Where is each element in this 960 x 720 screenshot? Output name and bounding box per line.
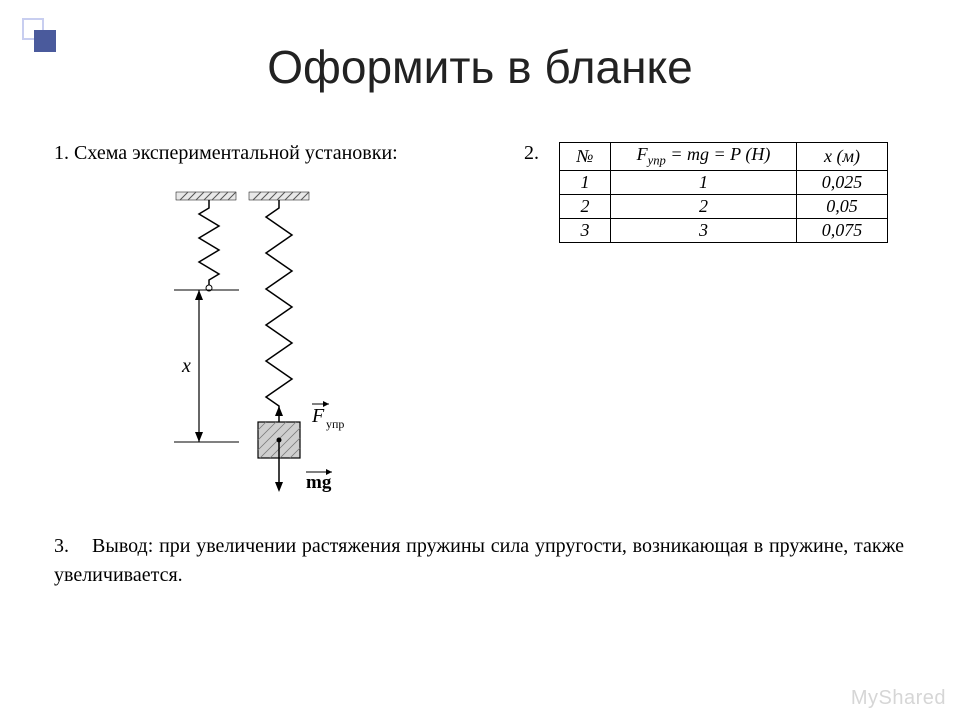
item-3-number: 3. <box>54 535 69 557</box>
item-3-label: Вывод: <box>92 535 153 557</box>
slide-body: 1. Схема экспериментальной установки: 2. <box>54 142 904 165</box>
table-cell: 1 <box>560 170 611 194</box>
label-F-sub: упр <box>326 417 344 431</box>
spring-short <box>199 200 219 288</box>
item-3: 3. Вывод: при увеличении растяжения пруж… <box>54 532 904 590</box>
table-row: 1 1 0,025 <box>560 170 888 194</box>
table-cell: 2 <box>611 194 797 218</box>
arrowhead-mg-icon <box>275 482 283 492</box>
arrowhead-up-icon <box>195 290 203 300</box>
label-F: F <box>311 405 325 427</box>
item-2-number: 2. <box>524 142 539 165</box>
table-cell: 3 <box>611 218 797 242</box>
table-header-row: № Fупр = mg = P (Н) x (м) <box>560 143 888 171</box>
spring-diagram: x F упр mg <box>154 182 414 522</box>
table-cell: 0,025 <box>797 170 888 194</box>
table-row: 2 2 0,05 <box>560 194 888 218</box>
spring-long <box>266 200 292 414</box>
data-table: № Fупр = mg = P (Н) x (м) 1 1 0,025 2 2 … <box>559 142 888 243</box>
table-header: Fупр = mg = P (Н) <box>611 143 797 171</box>
arrowhead-down-icon <box>195 432 203 442</box>
label-x: x <box>181 355 191 377</box>
item-1-text: Схема экспериментальной установки: <box>74 142 398 164</box>
label-mg: mg <box>306 472 332 493</box>
item-3-text: при увеличении растяжения пружины сила у… <box>54 535 904 586</box>
slide-title: Оформить в бланке <box>0 40 960 94</box>
table-cell: 2 <box>560 194 611 218</box>
watermark: MyShared <box>851 687 946 710</box>
ceiling-right <box>249 192 309 200</box>
table-cell: 0,075 <box>797 218 888 242</box>
ceiling-left <box>176 192 236 200</box>
arrowhead-f-icon <box>275 406 283 416</box>
table-cell: 3 <box>560 218 611 242</box>
item-1-number: 1. <box>54 142 69 164</box>
table-row: 3 3 0,075 <box>560 218 888 242</box>
table-header: x (м) <box>797 143 888 171</box>
table-cell: 0,05 <box>797 194 888 218</box>
slide: Оформить в бланке 1. Схема экспериментал… <box>0 0 960 720</box>
table-cell: 1 <box>611 170 797 194</box>
table-header: № <box>560 143 611 171</box>
